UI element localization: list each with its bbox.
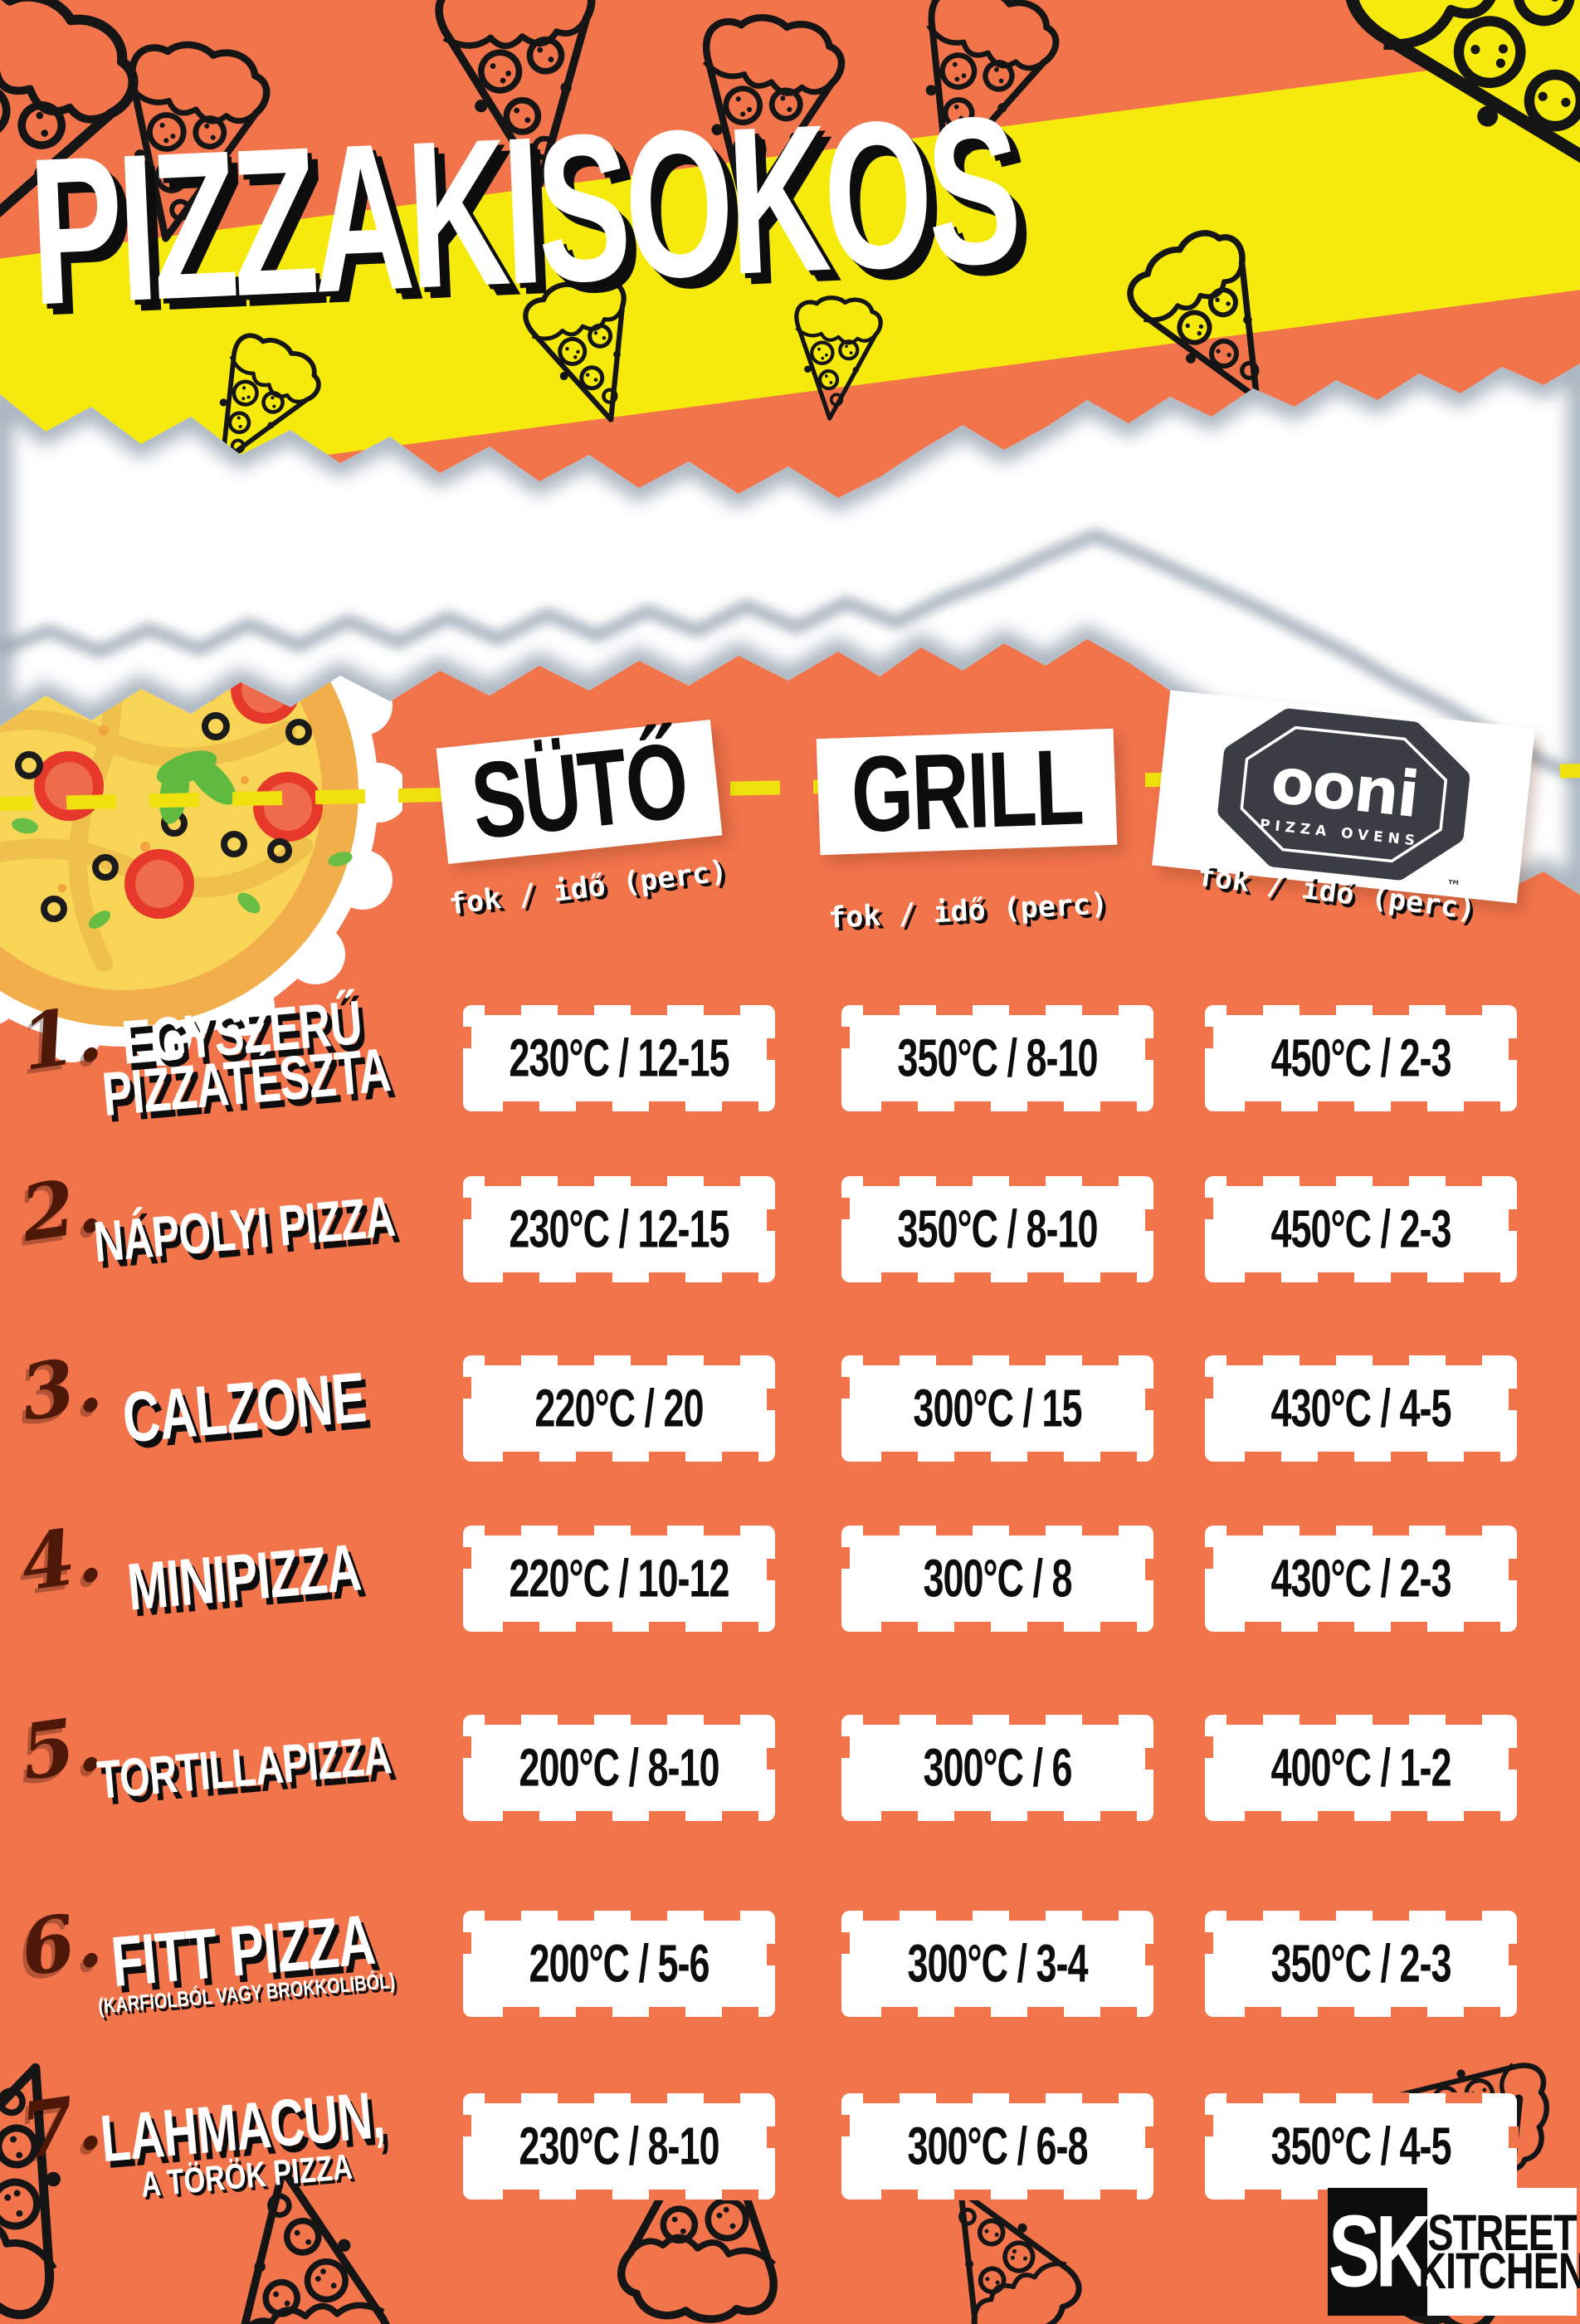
sk-street-kitchen-logo: SK STREET KITCHEN [1328, 2188, 1580, 2316]
column-header-grill: GRILL [816, 727, 1118, 856]
ticket-value: 300°C / 15 [913, 1378, 1082, 1438]
value-ticket-ooni: 350°C / 4-5 [1203, 2092, 1519, 2200]
ooni-wordmark: ooni [1268, 743, 1422, 832]
value-ticket-grill: 300°C / 8 [840, 1525, 1155, 1633]
ticket-value: 350°C / 2-3 [1270, 1933, 1451, 1994]
sk-logo-mark: SK [1328, 2188, 1432, 2316]
ticket-value: 450°C / 2-3 [1270, 1199, 1451, 1259]
ticket-value: 230°C / 12-15 [509, 1199, 729, 1259]
ticket-value: 300°C / 6 [923, 1737, 1072, 1798]
ticket-value: 350°C / 8-10 [897, 1199, 1098, 1259]
table-row: 6. FITT PIZZA (KARFIOLBÓL VAGY BROKKOLIB… [0, 1894, 1580, 2019]
ticket-value: 230°C / 8-10 [519, 2116, 719, 2176]
row-label-line1: TORTILLAPIZZA [95, 1724, 393, 1810]
value-ticket-ooni: 450°C / 2-3 [1203, 1175, 1519, 1283]
ticket-value: 230°C / 12-15 [509, 1028, 729, 1088]
row-label: TORTILLAPIZZA [85, 1724, 402, 1810]
table-row: 5. TORTILLAPIZZA 200°C / 8-10 300°C / 6 … [0, 1698, 1580, 1822]
row-label: FITT PIZZA (KARFIOLBÓL VAGY BROKKOLIBÓL) [83, 1901, 404, 2019]
value-ticket-suto: 200°C / 8-10 [461, 1714, 777, 1822]
ticket-value: 350°C / 8-10 [897, 1028, 1098, 1088]
suto-units: fok / idő (perc) [446, 854, 729, 922]
page-title: PIZZAKISOKOS [0, 72, 1057, 349]
value-ticket-ooni: 450°C / 2-3 [1203, 1004, 1519, 1112]
value-ticket-suto: 220°C / 10-12 [461, 1525, 777, 1633]
value-ticket-suto: 230°C / 12-15 [461, 1175, 777, 1283]
ticket-value: 300°C / 8 [923, 1548, 1072, 1609]
table-row: 3. CALZONE 220°C / 20 300°C / 15 430°C /… [0, 1339, 1580, 1462]
sk-initials: SK [1328, 2195, 1432, 2308]
ticket-value: 350°C / 4-5 [1270, 2116, 1451, 2176]
ticket-value: 300°C / 3-4 [907, 1933, 1088, 1994]
value-ticket-grill: 350°C / 8-10 [840, 1175, 1155, 1283]
value-ticket-grill: 350°C / 8-10 [840, 1004, 1155, 1112]
row-label: CALZONE [85, 1359, 404, 1458]
ticket-value: 450°C / 2-3 [1270, 1028, 1451, 1088]
grill-label: GRILL [849, 727, 1085, 856]
value-ticket-ooni: 430°C / 2-3 [1203, 1525, 1519, 1633]
ticket-value: 430°C / 4-5 [1270, 1378, 1451, 1438]
value-ticket-ooni: 350°C / 2-3 [1203, 1910, 1519, 2018]
ticket-value: 200°C / 8-10 [519, 1737, 719, 1798]
table-row: 7. LAHMACUN, A TÖRÖK PIZZA 230°C / 8-10 … [0, 2077, 1580, 2204]
row-label-line1: NÁPOLYI PIZZA [90, 1184, 397, 1275]
value-ticket-ooni: 430°C / 4-5 [1203, 1355, 1519, 1462]
grill-units: fok / idő (perc) [827, 887, 1109, 935]
value-ticket-suto: 230°C / 12-15 [461, 1004, 777, 1112]
row-label: LAHMACUN, A TÖRÖK PIZZA [83, 2077, 405, 2205]
ticket-value: 220°C / 20 [534, 1378, 704, 1438]
ticket-value: 430°C / 2-3 [1270, 1548, 1451, 1609]
ticket-value: 220°C / 10-12 [509, 1548, 729, 1609]
value-ticket-grill: 300°C / 6 [840, 1714, 1155, 1822]
row-label-line1: MINIPIZZA [124, 1530, 363, 1625]
table-row: 1. EGYSZERŰ PIZZATÉSZTA 230°C / 12-15 35… [0, 989, 1580, 1130]
row-label: NÁPOLYI PIZZA [85, 1184, 402, 1275]
table-row: 4. MINIPIZZA 220°C / 10-12 300°C / 8 430… [0, 1509, 1580, 1633]
sk-kitchen: KITCHEN [1418, 2241, 1580, 2299]
ticket-value: 400°C / 1-2 [1270, 1737, 1451, 1798]
value-ticket-grill: 300°C / 3-4 [840, 1910, 1155, 2018]
value-ticket-suto: 220°C / 20 [461, 1355, 777, 1462]
ticket-value: 300°C / 6-8 [907, 2116, 1088, 2176]
sk-logo-text: STREET KITCHEN [1418, 2188, 1580, 2316]
suto-label: SÜTŐ [466, 720, 693, 862]
table-row: 2. NÁPOLYI PIZZA 230°C / 12-15 350°C / 8… [0, 1160, 1580, 1283]
row-label: EGYSZERŰ PIZZATÉSZTA [82, 989, 405, 1130]
ticket-value: 200°C / 5-6 [529, 1933, 710, 1994]
row-label-line1: CALZONE [119, 1358, 368, 1458]
page-title-text: PIZZAKISOKOS [25, 71, 1021, 349]
value-ticket-grill: 300°C / 6-8 [840, 2092, 1155, 2200]
value-ticket-suto: 230°C / 8-10 [461, 2092, 777, 2200]
value-ticket-grill: 300°C / 15 [840, 1355, 1155, 1462]
value-ticket-suto: 200°C / 5-6 [461, 1910, 777, 2018]
value-ticket-ooni: 400°C / 1-2 [1203, 1714, 1519, 1822]
row-label: MINIPIZZA [85, 1531, 403, 1625]
column-header-suto: SÜTŐ [436, 720, 723, 864]
